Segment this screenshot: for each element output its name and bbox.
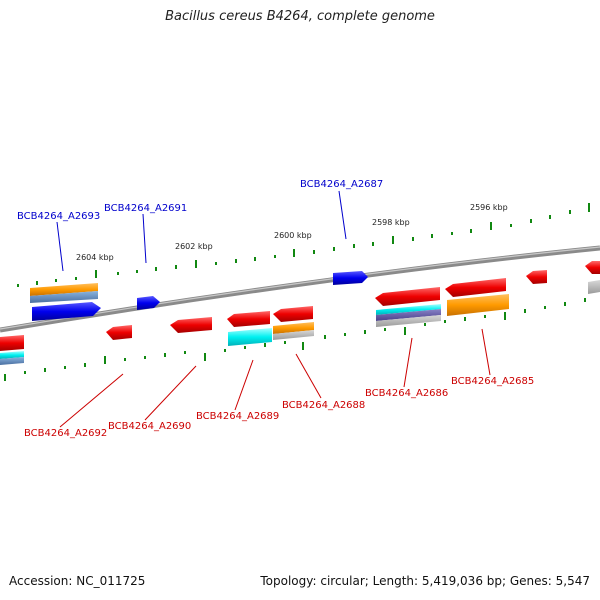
tick-label: 2602 kbp <box>175 242 213 251</box>
genome-summary-text: Topology: circular; Length: 5,419,036 bp… <box>260 574 590 588</box>
gene-arrow-reverse <box>526 270 547 284</box>
genome-backbone <box>0 245 600 333</box>
gene-feature-cyan <box>376 304 441 315</box>
tick-label: 2596 kbp <box>470 203 508 212</box>
inner-tick-ring <box>4 298 586 381</box>
gene-label-top[interactable]: BCB4264_A2693 <box>17 211 100 222</box>
bottom-label-leaders <box>59 328 491 428</box>
gene-arrow-reverse <box>106 325 132 340</box>
gene-label-bottom[interactable]: BCB4264_A2689 <box>196 411 279 422</box>
gene-label-top[interactable]: BCB4264_A2687 <box>300 179 383 190</box>
gene-label-bottom[interactable]: BCB4264_A2692 <box>24 428 107 439</box>
gene-feature-cyan <box>0 351 24 359</box>
gene-feature-purple <box>376 309 441 321</box>
gene-feature-steel <box>30 291 98 303</box>
gene-arrow-reverse <box>227 311 270 327</box>
gene-label-bottom[interactable]: BCB4264_A2686 <box>365 388 448 399</box>
gene-arrow-reverse <box>0 335 24 351</box>
gene-feature-cyan <box>228 328 272 346</box>
gene-label-bottom[interactable]: BCB4264_A2690 <box>108 421 191 432</box>
tick-label: 2598 kbp <box>372 218 410 227</box>
gene-feature-orange <box>447 294 509 316</box>
gene-arrow-forward <box>32 302 101 321</box>
gene-feature-orange <box>30 283 98 296</box>
gene-arrow-reverse <box>273 306 313 322</box>
gene-arrow-reverse <box>445 278 506 297</box>
gene-label-bottom[interactable]: BCB4264_A2688 <box>282 400 365 411</box>
gene-label-top[interactable]: BCB4264_A2691 <box>104 203 187 214</box>
gene-feature-steel <box>0 357 24 365</box>
tick-label: 2600 kbp <box>274 231 312 240</box>
gene-arrow-forward <box>333 271 368 285</box>
accession-text: Accession: NC_011725 <box>9 574 146 588</box>
gene-feature-grey <box>588 280 600 294</box>
gene-arrow-reverse <box>375 287 440 306</box>
top-label-leaders <box>56 190 347 272</box>
gene-arrow-reverse <box>585 261 600 274</box>
gene-feature-grey <box>376 315 441 327</box>
tick-label: 2604 kbp <box>76 253 114 262</box>
genome-title: Bacillus cereus B4264, complete genome <box>165 9 435 24</box>
gene-arrow-forward <box>137 296 160 310</box>
gene-feature-grey <box>273 330 314 340</box>
gene-arrow-reverse <box>170 317 212 333</box>
gene-label-bottom[interactable]: BCB4264_A2685 <box>451 376 534 387</box>
outer-tick-ring <box>17 203 590 287</box>
